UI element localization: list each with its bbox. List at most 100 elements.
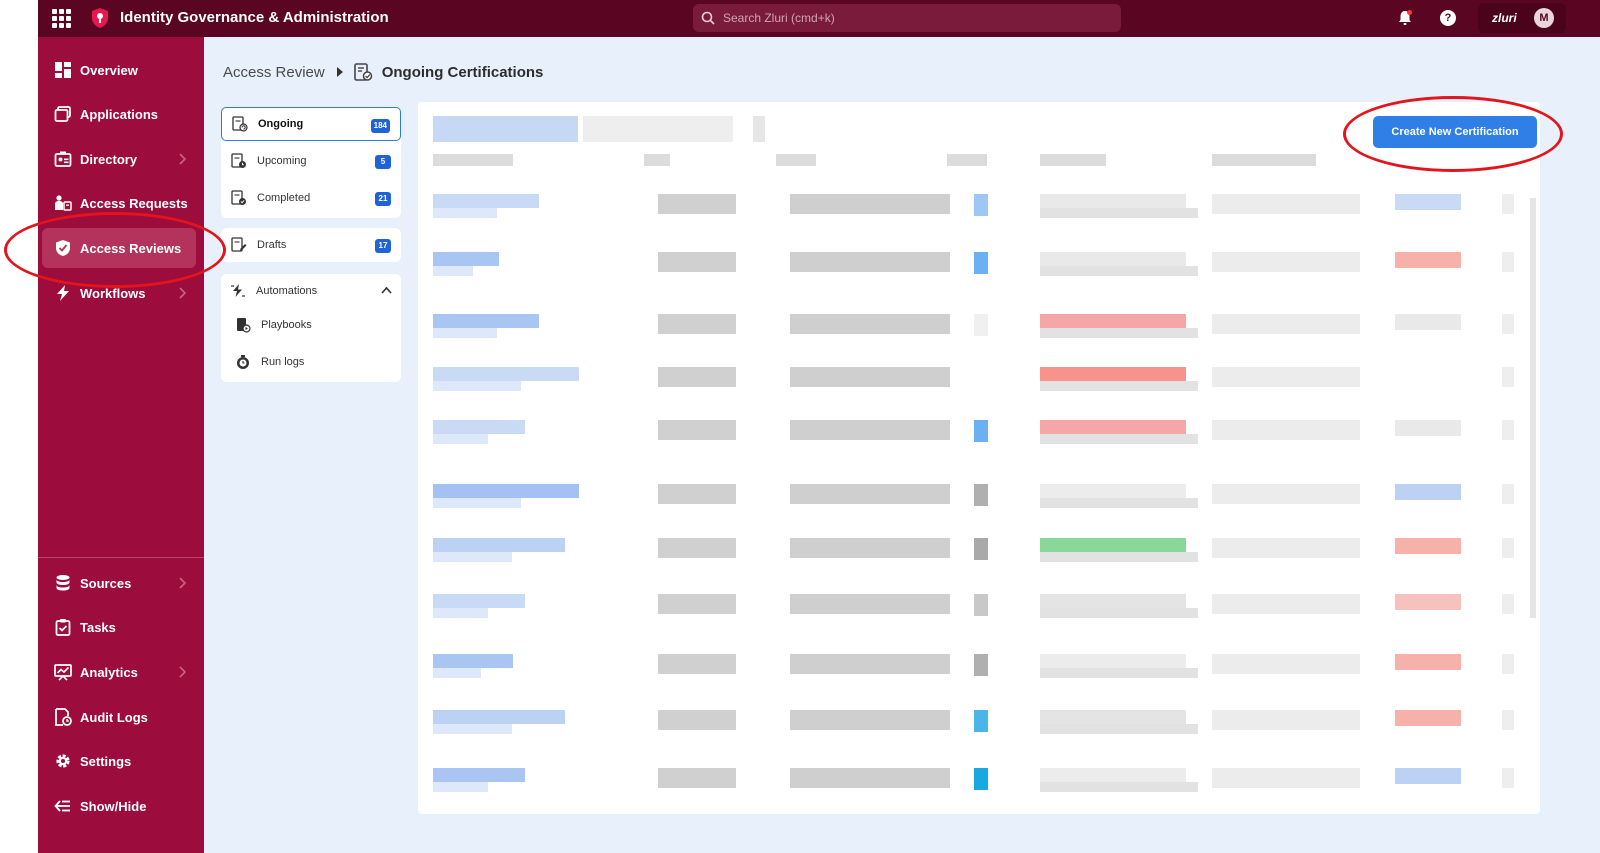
app-launcher-grid-icon[interactable] [52,9,71,28]
sidebar-item-label: Sources [80,575,132,591]
redacted-cell [1212,194,1360,214]
avatar[interactable]: M [1534,8,1554,28]
redacted-cell [1502,710,1514,730]
redacted-status-bar [1040,710,1186,724]
redacted-cell-sub [433,552,513,562]
redacted-cell-sub [433,434,489,444]
sidebar-item-applications[interactable]: Applications [42,94,196,134]
redacted-cell [1502,252,1514,272]
redacted-cell-badge [1395,654,1461,670]
redacted-cell-indicator [974,768,988,790]
sidebar-item-sources[interactable]: Sources [42,563,196,603]
redacted-cell [1040,498,1198,508]
redacted-status-bar [1040,594,1186,608]
automations-toggle[interactable]: Automations [221,274,401,308]
redacted-cell [790,484,950,504]
redacted-cell-sub [433,266,473,276]
redacted-cell [1212,654,1360,674]
redacted-cell [658,367,736,387]
redacted-cell [1212,538,1360,558]
redacted-cell-name [433,484,579,498]
breadcrumb-root-link[interactable]: Access Review [223,63,325,81]
sidebar-item-overview[interactable]: Overview [42,50,196,90]
automations-icon [231,284,245,297]
global-search[interactable] [693,4,1121,32]
chevron-right-icon [179,666,186,678]
redacted-cell-indicator [974,194,988,216]
redacted-cell [790,252,950,272]
redacted-cell [658,252,736,272]
sidebar-item-show-hide[interactable]: Show/Hide [42,786,196,826]
redacted-cell [1502,768,1514,788]
redacted-cell [658,420,736,440]
redacted-cell [1212,768,1360,788]
sidebar-item-access-requests[interactable]: Access Requests [42,183,196,223]
tab-ongoing[interactable]: Ongoing 184 [221,107,401,141]
access-requests-icon [55,195,72,211]
app-window: Identity Governance & Administration ? z… [4,0,1600,853]
redacted-cell-sub [433,498,521,508]
sub-item-run-logs[interactable]: Run logs [235,354,304,370]
redacted-cell [1040,434,1198,444]
redacted-cell-badge [1395,594,1461,610]
redacted-cell [658,484,736,504]
tab-upcoming[interactable]: Upcoming 5 [221,144,401,178]
help-icon[interactable]: ? [1440,10,1456,26]
redacted-status-bar [1040,194,1186,208]
run-logs-icon [237,355,249,369]
redacted-column-header [1040,154,1106,166]
sidebar-item-label: Applications [80,106,159,122]
notifications-bell-icon[interactable] [1397,9,1413,27]
search-input[interactable] [723,4,1113,32]
sidebar-item-workflows[interactable]: Workflows [42,273,196,313]
sidebar-item-access-reviews[interactable]: Access Reviews [42,228,196,268]
sidebar-item-label: Analytics [80,664,138,680]
count-badge: 21 [375,192,391,206]
redacted-cell-badge [1395,538,1461,554]
completed-certification-icon [231,190,246,205]
certifications-panel: Create New Certification [418,102,1540,814]
redacted-cell-indicator [974,538,988,560]
tab-completed[interactable]: Completed 21 [221,181,401,215]
redacted-cell [1212,710,1360,730]
sub-item-label: Playbooks [261,319,312,331]
redacted-column-header [644,154,670,166]
top-bar: Identity Governance & Administration ? z… [38,0,1600,37]
redacted-cell [1502,654,1514,674]
redacted-cell [1212,252,1360,272]
org-switcher[interactable]: zluri M [1478,3,1566,33]
sidebar-item-label: Audit Logs [80,709,148,725]
sidebar-item-settings[interactable]: Settings [42,741,196,781]
sidebar-divider [38,557,204,558]
redacted-cell [658,710,736,730]
show-hide-icon [54,800,70,812]
redacted-cell [1040,782,1198,792]
overview-icon [55,62,71,78]
redacted-cell-name [433,252,499,266]
sub-item-playbooks[interactable]: Playbooks [235,317,312,333]
certification-status-tabs: Ongoing 184 Upcoming 5 Completed 21 [221,107,401,218]
redacted-cell-indicator [974,654,988,676]
sidebar-item-directory[interactable]: Directory [42,139,196,179]
redacted-cell [1040,668,1198,678]
chevron-right-icon [179,153,186,165]
sidebar-item-audit-logs[interactable]: Audit Logs [42,697,196,737]
chevron-right-icon [179,287,186,299]
scrollbar-track [1530,198,1536,618]
redacted-cell-sub [433,208,497,218]
redacted-cell [790,710,950,730]
tab-drafts[interactable]: Drafts 17 [221,228,401,262]
redacted-cell-indicator [974,367,988,389]
redacted-cell-name [433,420,525,434]
redacted-cell-sub [433,381,521,391]
redacted-status-bar [1040,367,1186,381]
redacted-cell [790,768,950,788]
redacted-cell [658,538,736,558]
create-new-certification-button[interactable]: Create New Certification [1373,116,1537,148]
redacted-cell-sub [433,328,497,338]
sidebar-item-tasks[interactable]: Tasks [42,607,196,647]
caret-right-icon [336,67,343,77]
applications-icon [54,106,71,122]
sidebar-item-analytics[interactable]: Analytics [42,652,196,692]
redacted-cell [1040,724,1198,734]
